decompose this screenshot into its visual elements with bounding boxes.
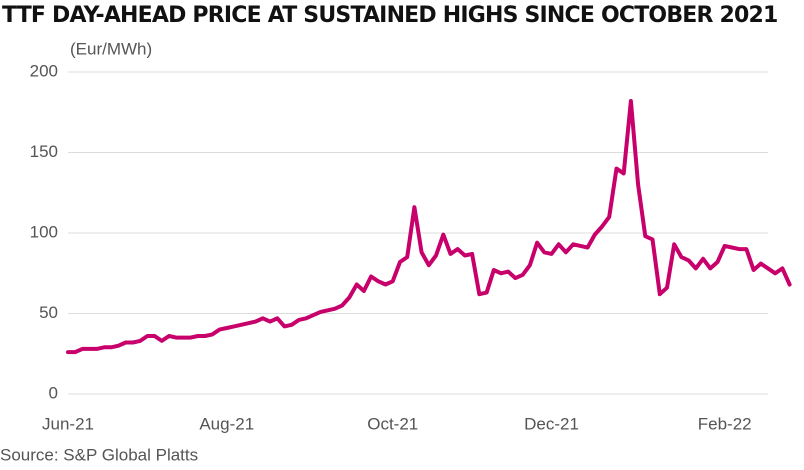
chart-title: TTF DAY-AHEAD PRICE AT SUSTAINED HIGHS S… xyxy=(2,3,778,28)
x-tick-label: Feb-22 xyxy=(698,414,752,433)
y-tick-label: 100 xyxy=(30,222,58,241)
x-tick-label: Dec-21 xyxy=(524,414,579,433)
y-axis-label: (Eur/MWh) xyxy=(70,39,152,58)
x-tick-label: Jun-21 xyxy=(42,414,94,433)
y-tick-label: 200 xyxy=(30,61,58,80)
y-tick-label: 150 xyxy=(30,142,58,161)
x-tick-label: Aug-21 xyxy=(199,414,254,433)
price-line xyxy=(66,99,792,355)
source: Source: S&P Global Platts xyxy=(0,445,198,464)
x-tick-label: Oct-21 xyxy=(367,414,418,433)
y-tick-label: 50 xyxy=(39,303,58,322)
y-tick-label: 0 xyxy=(49,383,58,402)
